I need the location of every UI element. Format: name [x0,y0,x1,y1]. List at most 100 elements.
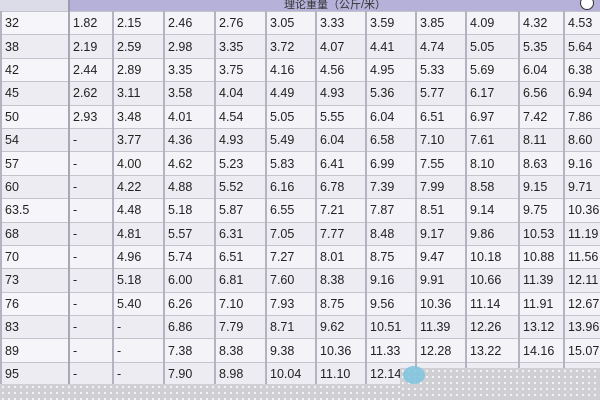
diameter-cell: 42 [0,57,70,83]
weight-cell: 4.41 [365,34,417,59]
weight-cell: 6.04 [518,57,565,83]
weight-cell: 3.85 [415,10,467,36]
weight-cell: 6.04 [365,104,417,129]
diameter-cell: 68 [0,221,70,246]
table-row: 54-3.77 4.36 4.93 5.49 6.04 6.58 7.10 7.61 8.11 8… [0,127,600,153]
weight-cell: 8.98 [214,361,267,387]
diameter-cell: 38 [0,34,70,59]
weight-cell: 8.71 [265,315,317,340]
weight-cell: 5.83 [265,151,317,176]
table-row: 45 2.62 3.11 3.58 4.04 4.49 4.93 5.36 5.77 6.17 6.… [0,81,600,106]
weight-cell: 8.60 [563,127,600,153]
weight-cell: 3.11 [112,81,165,106]
weight-cell: 6.17 [465,81,520,106]
weight-cell: 8.10 [465,151,520,176]
weight-cell: 2.98 [163,34,216,59]
weight-cell: 3.59 [365,10,417,36]
table-row: 38 2.19 2.59 2.98 3.35 3.72 4.07 4.41 4.74 5.05 5.… [0,34,600,59]
diameter-cell: 83 [0,315,70,340]
weight-cell: 9.91 [415,268,467,293]
weight-cell: 8.38 [315,268,367,293]
weight-cell: 5.40 [112,291,165,317]
cursor-highlight [403,366,425,384]
weight-cell: 2.19 [68,34,114,59]
weight-cell: 4.22 [112,174,165,200]
weight-cell: 7.55 [415,151,467,176]
weight-cell: 4.54 [214,104,267,129]
weight-cell: 1.82 [68,10,114,36]
weight-cell: 7.61 [465,127,520,153]
weight-cell: 4.16 [265,57,317,83]
table-row: 70-4.96 5.74 6.51 7.27 8.01 8.75 9.47 10.18 10.8… [0,244,600,270]
weight-cell: - [68,198,114,223]
weight-cell: 9.17 [415,221,467,246]
weight-cell: 3.33 [315,10,367,36]
weight-cell: - [68,291,114,317]
weight-cell: 4.74 [415,34,467,59]
weight-cell: 5.87 [214,198,267,223]
weight-cell: 13.12 [518,315,565,340]
weight-cell: 4.88 [163,174,216,200]
weight-cell: 2.59 [112,34,165,59]
weight-cell: 8.01 [315,244,367,270]
diameter-cell: 95 [0,361,70,387]
weight-cell: 9.86 [465,221,520,246]
weight-cell: 6.55 [265,198,317,223]
weight-cell: 6.41 [315,151,367,176]
weight-cell: 9.38 [265,338,317,363]
weight-cell: 3.05 [265,10,317,36]
weight-cell: 6.56 [518,81,565,106]
weight-cell: 5.49 [265,127,317,153]
weight-cell: - [68,174,114,200]
weight-cell: 9.47 [415,244,467,270]
weight-cell: 5.77 [415,81,467,106]
weight-cell: 10.36 [415,291,467,317]
weight-cell: 10.18 [465,244,520,270]
weight-cell: 14.16 [518,338,565,363]
table-row: 76-5.40 6.26 7.10 7.93 8.75 9.56 10.36 11.14 11.… [0,291,600,317]
weight-cell: 7.10 [214,291,267,317]
weight-cell: 2.62 [68,81,114,106]
weight-cell: 5.69 [465,57,520,83]
weight-cell: 8.75 [315,291,367,317]
table-row: 57-4.00 4.62 5.23 5.83 6.41 6.99 7.55 8.10 8.63 9… [0,151,600,176]
table-header: 理论重量（公斤/米） [0,0,600,11]
weight-cell: - [68,127,114,153]
weight-cell: 9.14 [465,198,520,223]
weight-cell: 4.56 [315,57,367,83]
weight-cell: 2.89 [112,57,165,83]
weight-cell: 10.36 [315,338,367,363]
diameter-cell: 73 [0,268,70,293]
weight-cell: 4.53 [563,10,600,36]
weight-cell: 7.39 [365,174,417,200]
weight-cell: 8.48 [365,221,417,246]
weight-cell: 13.96 [563,315,600,340]
weight-cell: 4.49 [265,81,317,106]
table-row: 42 2.44 2.89 3.35 3.75 4.16 4.56 4.95 5.33 5.69 6.… [0,57,600,83]
weight-cell: 5.36 [365,81,417,106]
table-row: 89- -7.38 8.38 9.38 10.36 11.33 12.28 13.22 14.1… [0,338,600,363]
weight-cell: - [68,338,114,363]
weight-cell: 6.31 [214,221,267,246]
circle-icon[interactable] [580,0,594,10]
weight-cell: 9.62 [315,315,367,340]
diameter-cell: 89 [0,338,70,363]
weight-cell: - [68,361,114,387]
weight-cell: 4.95 [365,57,417,83]
weight-cell: 5.33 [415,57,467,83]
weight-cell: 2.44 [68,57,114,83]
weight-cell: - [68,315,114,340]
weight-cell: 3.35 [163,57,216,83]
weight-cell: 4.04 [214,81,267,106]
weight-cell: - [112,315,165,340]
weight-cell: 7.42 [518,104,565,129]
weight-cell: 8.75 [365,244,417,270]
weight-cell: 11.56 [563,244,600,270]
weight-cell: 4.09 [465,10,520,36]
weight-cell: 6.97 [465,104,520,129]
weight-cell: - [112,338,165,363]
weight-cell: 4.36 [163,127,216,153]
weight-cell: 2.46 [163,10,216,36]
table-row: 60-4.22 4.88 5.52 6.16 6.78 7.39 7.99 8.58 9.15 9… [0,174,600,200]
